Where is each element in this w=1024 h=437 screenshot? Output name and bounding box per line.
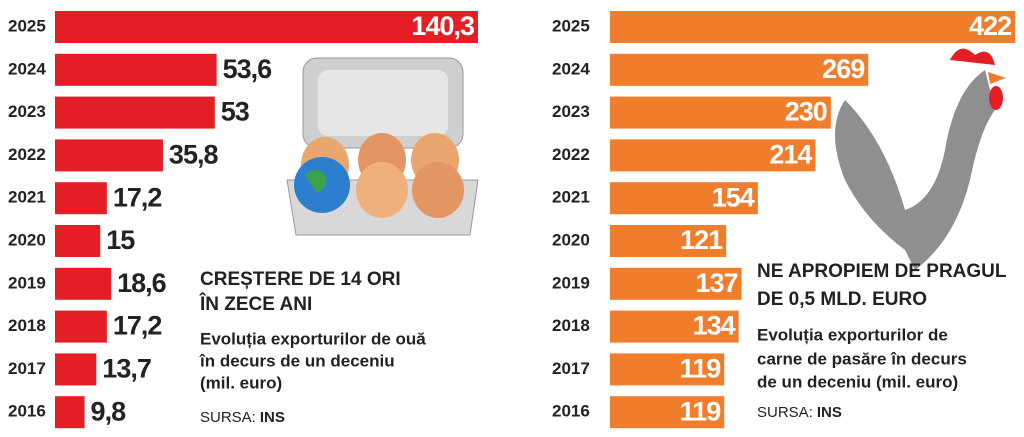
value-label: 121 bbox=[680, 225, 723, 255]
bar bbox=[610, 96, 831, 129]
category-label: 2025 bbox=[552, 16, 590, 35]
category-label: 2017 bbox=[8, 359, 46, 378]
category-label: 2022 bbox=[8, 145, 46, 164]
value-label: 134 bbox=[693, 311, 736, 341]
source-value: INS bbox=[260, 409, 285, 426]
source: SURSA: INS bbox=[757, 404, 842, 421]
value-label: 15 bbox=[106, 225, 135, 255]
bar bbox=[610, 225, 727, 257]
value-label: 9,8 bbox=[91, 396, 127, 426]
bar bbox=[610, 139, 816, 172]
category-label: 2023 bbox=[552, 102, 590, 121]
bar bbox=[55, 225, 101, 257]
value-label: 18,6 bbox=[117, 268, 167, 298]
value-label: 214 bbox=[769, 140, 812, 170]
category-label: 2025 bbox=[8, 16, 46, 35]
chart-title: CREȘTERE DE 14 ORI bbox=[200, 269, 401, 290]
chart-subtitle: carne de pasăre în decurs bbox=[757, 349, 967, 368]
bar bbox=[610, 396, 725, 429]
category-label: 2020 bbox=[552, 230, 590, 249]
bar bbox=[55, 53, 217, 86]
bar bbox=[55, 11, 479, 43]
bar bbox=[55, 139, 163, 172]
bar bbox=[55, 182, 107, 215]
bar bbox=[610, 11, 1016, 43]
value-label: 269 bbox=[822, 54, 865, 84]
chart-subtitle: (mil. euro) bbox=[200, 373, 282, 392]
bar bbox=[610, 182, 758, 215]
egg-carton-illustration bbox=[286, 57, 479, 236]
bar bbox=[610, 353, 725, 386]
value-label: 119 bbox=[680, 396, 722, 426]
category-label: 2019 bbox=[8, 273, 46, 292]
value-label: 53 bbox=[221, 97, 250, 127]
source-value: INS bbox=[817, 404, 842, 421]
bar bbox=[55, 353, 97, 386]
bar bbox=[55, 96, 215, 129]
value-label: 35,8 bbox=[169, 140, 219, 170]
value-label: 154 bbox=[712, 182, 755, 212]
category-label: 2018 bbox=[8, 316, 46, 335]
category-label: 2021 bbox=[8, 188, 46, 207]
chart-title: NE APROPIEM DE PRAGUL bbox=[757, 261, 1007, 282]
source-label: SURSA: bbox=[200, 409, 256, 426]
category-label: 2023 bbox=[8, 102, 46, 121]
chart-title: DE 0,5 MLD. EURO bbox=[757, 289, 927, 310]
chart-subtitle: în decurs de un deceniu bbox=[199, 351, 395, 370]
category-label: 2022 bbox=[552, 145, 590, 164]
category-label: 2016 bbox=[552, 402, 590, 421]
value-label: 13,7 bbox=[102, 354, 151, 384]
bar bbox=[55, 310, 107, 343]
source-label: SURSA: bbox=[757, 404, 813, 421]
category-label: 2018 bbox=[552, 316, 590, 335]
bar bbox=[610, 267, 742, 300]
source: SURSA: INS bbox=[200, 409, 285, 426]
value-label: 422 bbox=[969, 11, 1011, 41]
chart-subtitle: de un deceniu (mil. euro) bbox=[757, 372, 958, 391]
bar bbox=[55, 396, 85, 429]
bar bbox=[610, 310, 739, 343]
chart-subtitle: Evoluția exporturilor de ouă bbox=[200, 329, 426, 348]
category-label: 2021 bbox=[552, 188, 590, 207]
chart-title: ÎN ZECE ANI bbox=[199, 293, 312, 315]
category-label: 2024 bbox=[552, 59, 590, 78]
category-label: 2024 bbox=[8, 59, 46, 78]
bar bbox=[610, 53, 869, 86]
value-label: 17,2 bbox=[113, 311, 162, 341]
bar bbox=[55, 267, 112, 300]
value-label: 119 bbox=[680, 354, 722, 384]
chart-subtitle: Evoluția exporturilor de bbox=[757, 325, 948, 344]
value-label: 230 bbox=[785, 97, 827, 127]
value-label: 53,6 bbox=[223, 54, 273, 84]
category-label: 2017 bbox=[552, 359, 590, 378]
rooster-illustration bbox=[835, 48, 1006, 270]
category-label: 2016 bbox=[8, 402, 46, 421]
value-label: 140,3 bbox=[411, 11, 475, 41]
category-label: 2020 bbox=[8, 230, 46, 249]
value-label: 137 bbox=[695, 268, 737, 298]
value-label: 17,2 bbox=[113, 182, 162, 212]
category-label: 2019 bbox=[552, 273, 590, 292]
